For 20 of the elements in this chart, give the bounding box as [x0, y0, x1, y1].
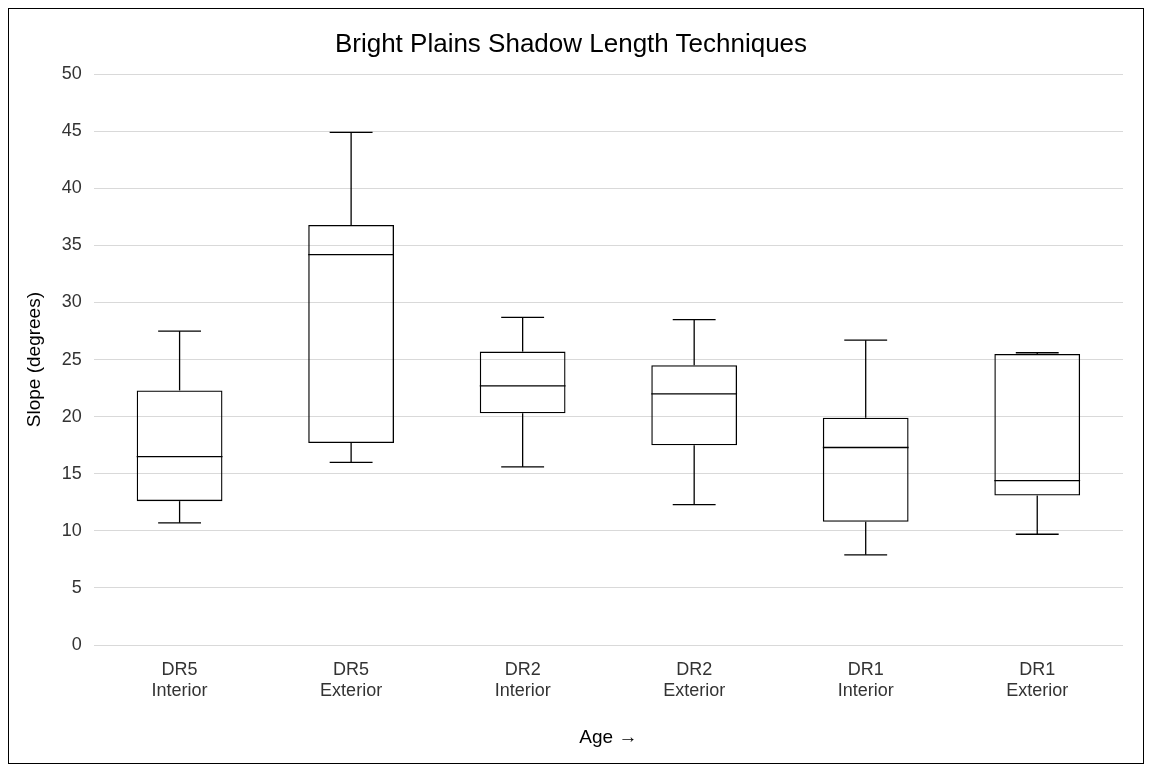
- x-tick-label: DR1 Interior: [837, 658, 894, 701]
- y-tick-label: 45: [61, 120, 82, 141]
- y-tick-label: 20: [61, 405, 82, 426]
- y-tick-label: 10: [61, 519, 82, 540]
- y-tick-label: 5: [71, 576, 82, 597]
- chart-title: Bright Plains Shadow Length Techniques: [334, 27, 808, 58]
- x-axis-title: Age →: [579, 725, 638, 747]
- x-tick-label: DR5 Interior: [151, 658, 208, 701]
- y-axis-title: Slope (degrees): [22, 292, 44, 428]
- y-tick-label: 50: [61, 63, 82, 84]
- x-tick-label: DR1 Exterior: [1006, 658, 1069, 701]
- y-tick-label: 15: [61, 462, 82, 483]
- y-tick-label: 30: [61, 291, 82, 312]
- y-tick-label: 40: [61, 177, 82, 198]
- x-tick-label: DR2 Interior: [494, 658, 551, 701]
- y-tick-label: 35: [61, 234, 82, 255]
- x-tick-label: DR5 Exterior: [320, 658, 383, 701]
- y-tick-label: 0: [71, 633, 82, 654]
- y-tick-label: 25: [61, 348, 82, 369]
- x-tick-label: DR2 Exterior: [663, 658, 726, 701]
